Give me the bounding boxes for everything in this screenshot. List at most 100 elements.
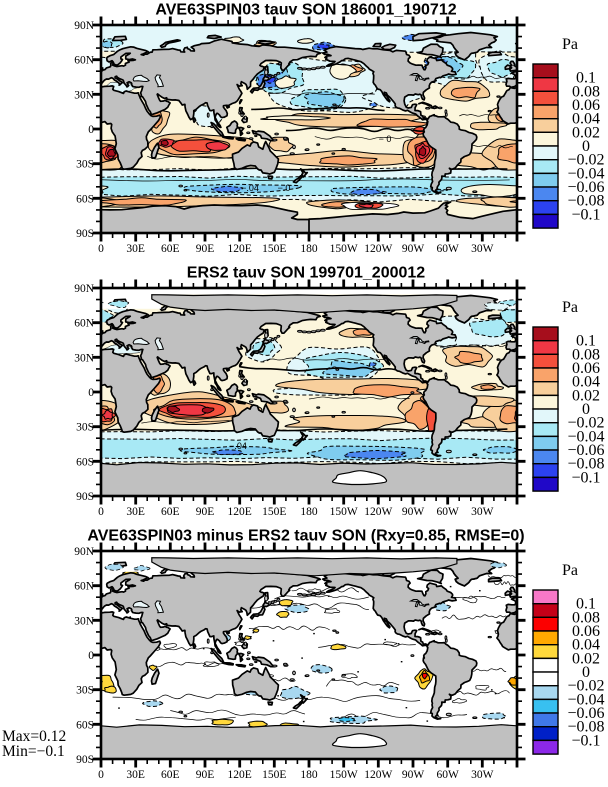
- svg-text:−0.02: −0.02: [567, 152, 604, 169]
- svg-text:Pa: Pa: [562, 562, 578, 579]
- svg-text:30S: 30S: [76, 159, 94, 171]
- svg-text:180: 180: [300, 243, 318, 255]
- svg-text:30W: 30W: [471, 506, 494, 518]
- svg-text:60W: 60W: [437, 243, 460, 255]
- svg-text:150W: 150W: [330, 769, 358, 781]
- svg-text:90E: 90E: [196, 243, 215, 255]
- svg-text:−.04: −.04: [241, 183, 259, 193]
- svg-text:−0.02: −0.02: [567, 678, 604, 695]
- svg-text:−0.04: −0.04: [567, 428, 604, 445]
- svg-text:150W: 150W: [330, 506, 358, 518]
- svg-text:90S: 90S: [76, 754, 94, 766]
- svg-text:0: 0: [98, 243, 104, 255]
- svg-text:0.1: 0.1: [576, 333, 596, 350]
- svg-text:−0.04: −0.04: [567, 691, 604, 708]
- svg-text:150E: 150E: [262, 506, 286, 518]
- svg-text:150W: 150W: [330, 243, 358, 255]
- svg-text:30W: 30W: [471, 769, 494, 781]
- svg-text:−0.08: −0.08: [567, 193, 604, 210]
- svg-text:−0.1: −0.1: [571, 732, 600, 749]
- svg-text:Pa: Pa: [562, 36, 578, 53]
- svg-text:60W: 60W: [437, 506, 460, 518]
- svg-text:90S: 90S: [76, 228, 94, 240]
- svg-text:30N: 30N: [74, 615, 95, 627]
- svg-text:0: 0: [88, 387, 94, 399]
- svg-text:−0.1: −0.1: [571, 206, 600, 223]
- svg-text:0: 0: [88, 124, 94, 136]
- svg-text:150E: 150E: [262, 769, 286, 781]
- svg-text:0.04: 0.04: [572, 111, 600, 128]
- svg-text:60N: 60N: [74, 318, 95, 330]
- svg-text:90N: 90N: [74, 20, 95, 32]
- svg-text:0.04: 0.04: [572, 374, 600, 391]
- svg-text:0.1: 0.1: [576, 596, 596, 613]
- svg-text:120E: 120E: [228, 506, 252, 518]
- svg-text:90W: 90W: [402, 769, 425, 781]
- svg-text:60E: 60E: [161, 769, 180, 781]
- svg-text:0: 0: [88, 650, 94, 662]
- svg-text:Pa: Pa: [562, 299, 578, 316]
- svg-text:Max=0.12: Max=0.12: [2, 728, 66, 745]
- svg-text:0.04: 0.04: [572, 637, 600, 654]
- svg-text:120E: 120E: [228, 769, 252, 781]
- svg-text:−0.02: −0.02: [567, 415, 604, 432]
- svg-text:30N: 30N: [74, 89, 95, 101]
- svg-text:60S: 60S: [76, 193, 94, 205]
- svg-text:30W: 30W: [471, 243, 494, 255]
- svg-text:−0.06: −0.06: [567, 705, 604, 722]
- svg-text:90S: 90S: [76, 491, 94, 503]
- svg-text:0.08: 0.08: [572, 83, 600, 100]
- svg-text:90E: 90E: [196, 769, 215, 781]
- svg-text:−0.06: −0.06: [567, 442, 604, 459]
- svg-text:−.04: −.04: [229, 441, 247, 451]
- svg-text:0.08: 0.08: [572, 346, 600, 363]
- svg-text:−0.06: −0.06: [567, 179, 604, 196]
- svg-text:30E: 30E: [126, 243, 145, 255]
- svg-text:90W: 90W: [402, 243, 425, 255]
- svg-text:Min=−0.1: Min=−0.1: [2, 743, 65, 760]
- svg-text:60W: 60W: [437, 769, 460, 781]
- svg-text:AVE63SPIN03 minus ERS2 tauv SO: AVE63SPIN03 minus ERS2 tauv SON (Rxy=0.8…: [87, 528, 524, 545]
- svg-text:30S: 30S: [76, 422, 94, 434]
- svg-text:30N: 30N: [74, 352, 95, 364]
- svg-text:0: 0: [582, 138, 590, 155]
- svg-text:30S: 30S: [76, 685, 94, 697]
- svg-text:90W: 90W: [402, 506, 425, 518]
- svg-text:120W: 120W: [364, 506, 392, 518]
- svg-text:0.06: 0.06: [572, 360, 600, 377]
- svg-text:30E: 30E: [126, 506, 145, 518]
- svg-text:90N: 90N: [74, 283, 95, 295]
- svg-text:60E: 60E: [161, 506, 180, 518]
- svg-text:0.08: 0.08: [572, 609, 600, 626]
- svg-text:120W: 120W: [364, 243, 392, 255]
- svg-text:0.06: 0.06: [572, 623, 600, 640]
- svg-text:− 0: − 0: [379, 134, 392, 144]
- svg-text:60N: 60N: [74, 581, 95, 593]
- svg-text:60N: 60N: [74, 55, 95, 67]
- svg-text:180: 180: [300, 769, 318, 781]
- svg-text:0.1: 0.1: [576, 70, 596, 87]
- svg-text:180: 180: [300, 506, 318, 518]
- svg-text:0: 0: [98, 506, 104, 518]
- svg-text:0: 0: [582, 664, 590, 681]
- svg-text:0.02: 0.02: [572, 124, 600, 141]
- svg-text:−0.04: −0.04: [567, 165, 604, 182]
- svg-text:30E: 30E: [126, 769, 145, 781]
- svg-text:0.06: 0.06: [572, 97, 600, 114]
- svg-text:−0.08: −0.08: [567, 456, 604, 473]
- svg-text:90E: 90E: [196, 506, 215, 518]
- svg-text:0.02: 0.02: [572, 650, 600, 667]
- svg-text:150E: 150E: [262, 243, 286, 255]
- svg-text:90N: 90N: [74, 546, 95, 558]
- svg-text:60E: 60E: [161, 243, 180, 255]
- svg-text:ERS2 tauv SON 199701_200012: ERS2 tauv SON 199701_200012: [187, 265, 425, 282]
- svg-text:0: 0: [98, 769, 104, 781]
- svg-text:−0.1: −0.1: [571, 469, 600, 486]
- svg-text:120W: 120W: [364, 769, 392, 781]
- svg-text:60S: 60S: [76, 719, 94, 731]
- svg-text:60S: 60S: [76, 456, 94, 468]
- svg-text:0.02: 0.02: [572, 387, 600, 404]
- svg-text:AVE63SPIN03 tauv SON 186001_19: AVE63SPIN03 tauv SON 186001_190712: [155, 2, 456, 19]
- svg-text:−0.08: −0.08: [567, 719, 604, 736]
- svg-text:−.0: −.0: [278, 183, 291, 193]
